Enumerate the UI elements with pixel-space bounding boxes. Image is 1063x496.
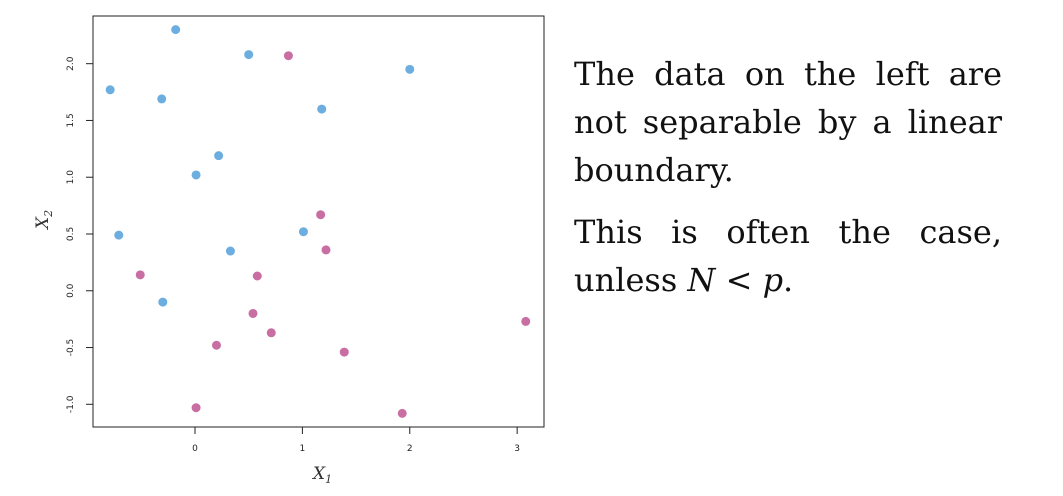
data-point-series-1 [317, 104, 327, 114]
paragraph-condition: This is often the case, unless N < p. [574, 208, 1002, 304]
data-point-series-2 [135, 270, 145, 280]
data-point-series-2 [521, 316, 531, 326]
plot-frame [92, 15, 545, 428]
data-point-series-2 [339, 347, 349, 357]
y-tick-label: 0.5 [66, 227, 76, 241]
condition-math: N < p [687, 261, 784, 299]
data-point-series-2 [316, 210, 326, 220]
x-axis: 0 1 2 3 [192, 427, 520, 454]
y-axis: -1.0 -0.5 0.0 0.5 1.0 1.5 2.0 [66, 56, 93, 413]
x-tick-label: 0 [192, 444, 198, 454]
y-tick-label: 0.0 [66, 283, 76, 298]
condition-prefix: This is often the case, unless [574, 213, 1002, 299]
data-point-series-2 [252, 271, 262, 281]
data-point-series-2 [283, 51, 293, 61]
paragraph-separability: The data on the left are not separable b… [574, 55, 1002, 189]
data-point-series-1 [214, 151, 224, 161]
data-point-series-2 [248, 308, 258, 318]
y-axis-label-main: X [33, 216, 53, 231]
x-axis-label: X1 [311, 464, 332, 486]
data-point-series-2 [321, 245, 331, 255]
y-tick-label: -0.5 [66, 339, 76, 357]
x-axis-label-main: X [311, 464, 326, 484]
data-point-series-2 [397, 408, 407, 418]
x-tick-label: 1 [300, 444, 306, 454]
data-point-series-1 [225, 246, 235, 256]
data-point-series-2 [211, 340, 221, 350]
condition-suffix: . [783, 261, 794, 299]
data-point-series-1 [405, 64, 415, 74]
y-tick-label: 2.0 [66, 56, 76, 71]
y-axis-label: X2 [33, 210, 55, 231]
explanation-text: The data on the left are not separable b… [574, 50, 1002, 304]
y-tick-label: -1.0 [66, 395, 76, 413]
data-point-series-1 [157, 94, 167, 104]
data-point-series-1 [171, 25, 181, 35]
y-axis-label-subscript: 2 [42, 210, 55, 218]
data-point-series-1 [191, 170, 201, 180]
data-point-series-1 [244, 50, 254, 60]
data-points [105, 25, 531, 418]
data-point-series-2 [191, 403, 201, 413]
data-point-series-1 [114, 230, 124, 240]
data-point-series-1 [105, 85, 115, 95]
x-tick-label: 2 [407, 444, 413, 454]
data-point-series-1 [298, 227, 308, 237]
x-axis-label-subscript: 1 [325, 473, 332, 486]
x-tick-label: 3 [514, 444, 520, 454]
y-tick-label: 1.0 [66, 170, 76, 185]
y-tick-label: 1.5 [66, 113, 76, 127]
data-point-series-2 [266, 328, 276, 338]
data-point-series-1 [158, 297, 168, 307]
